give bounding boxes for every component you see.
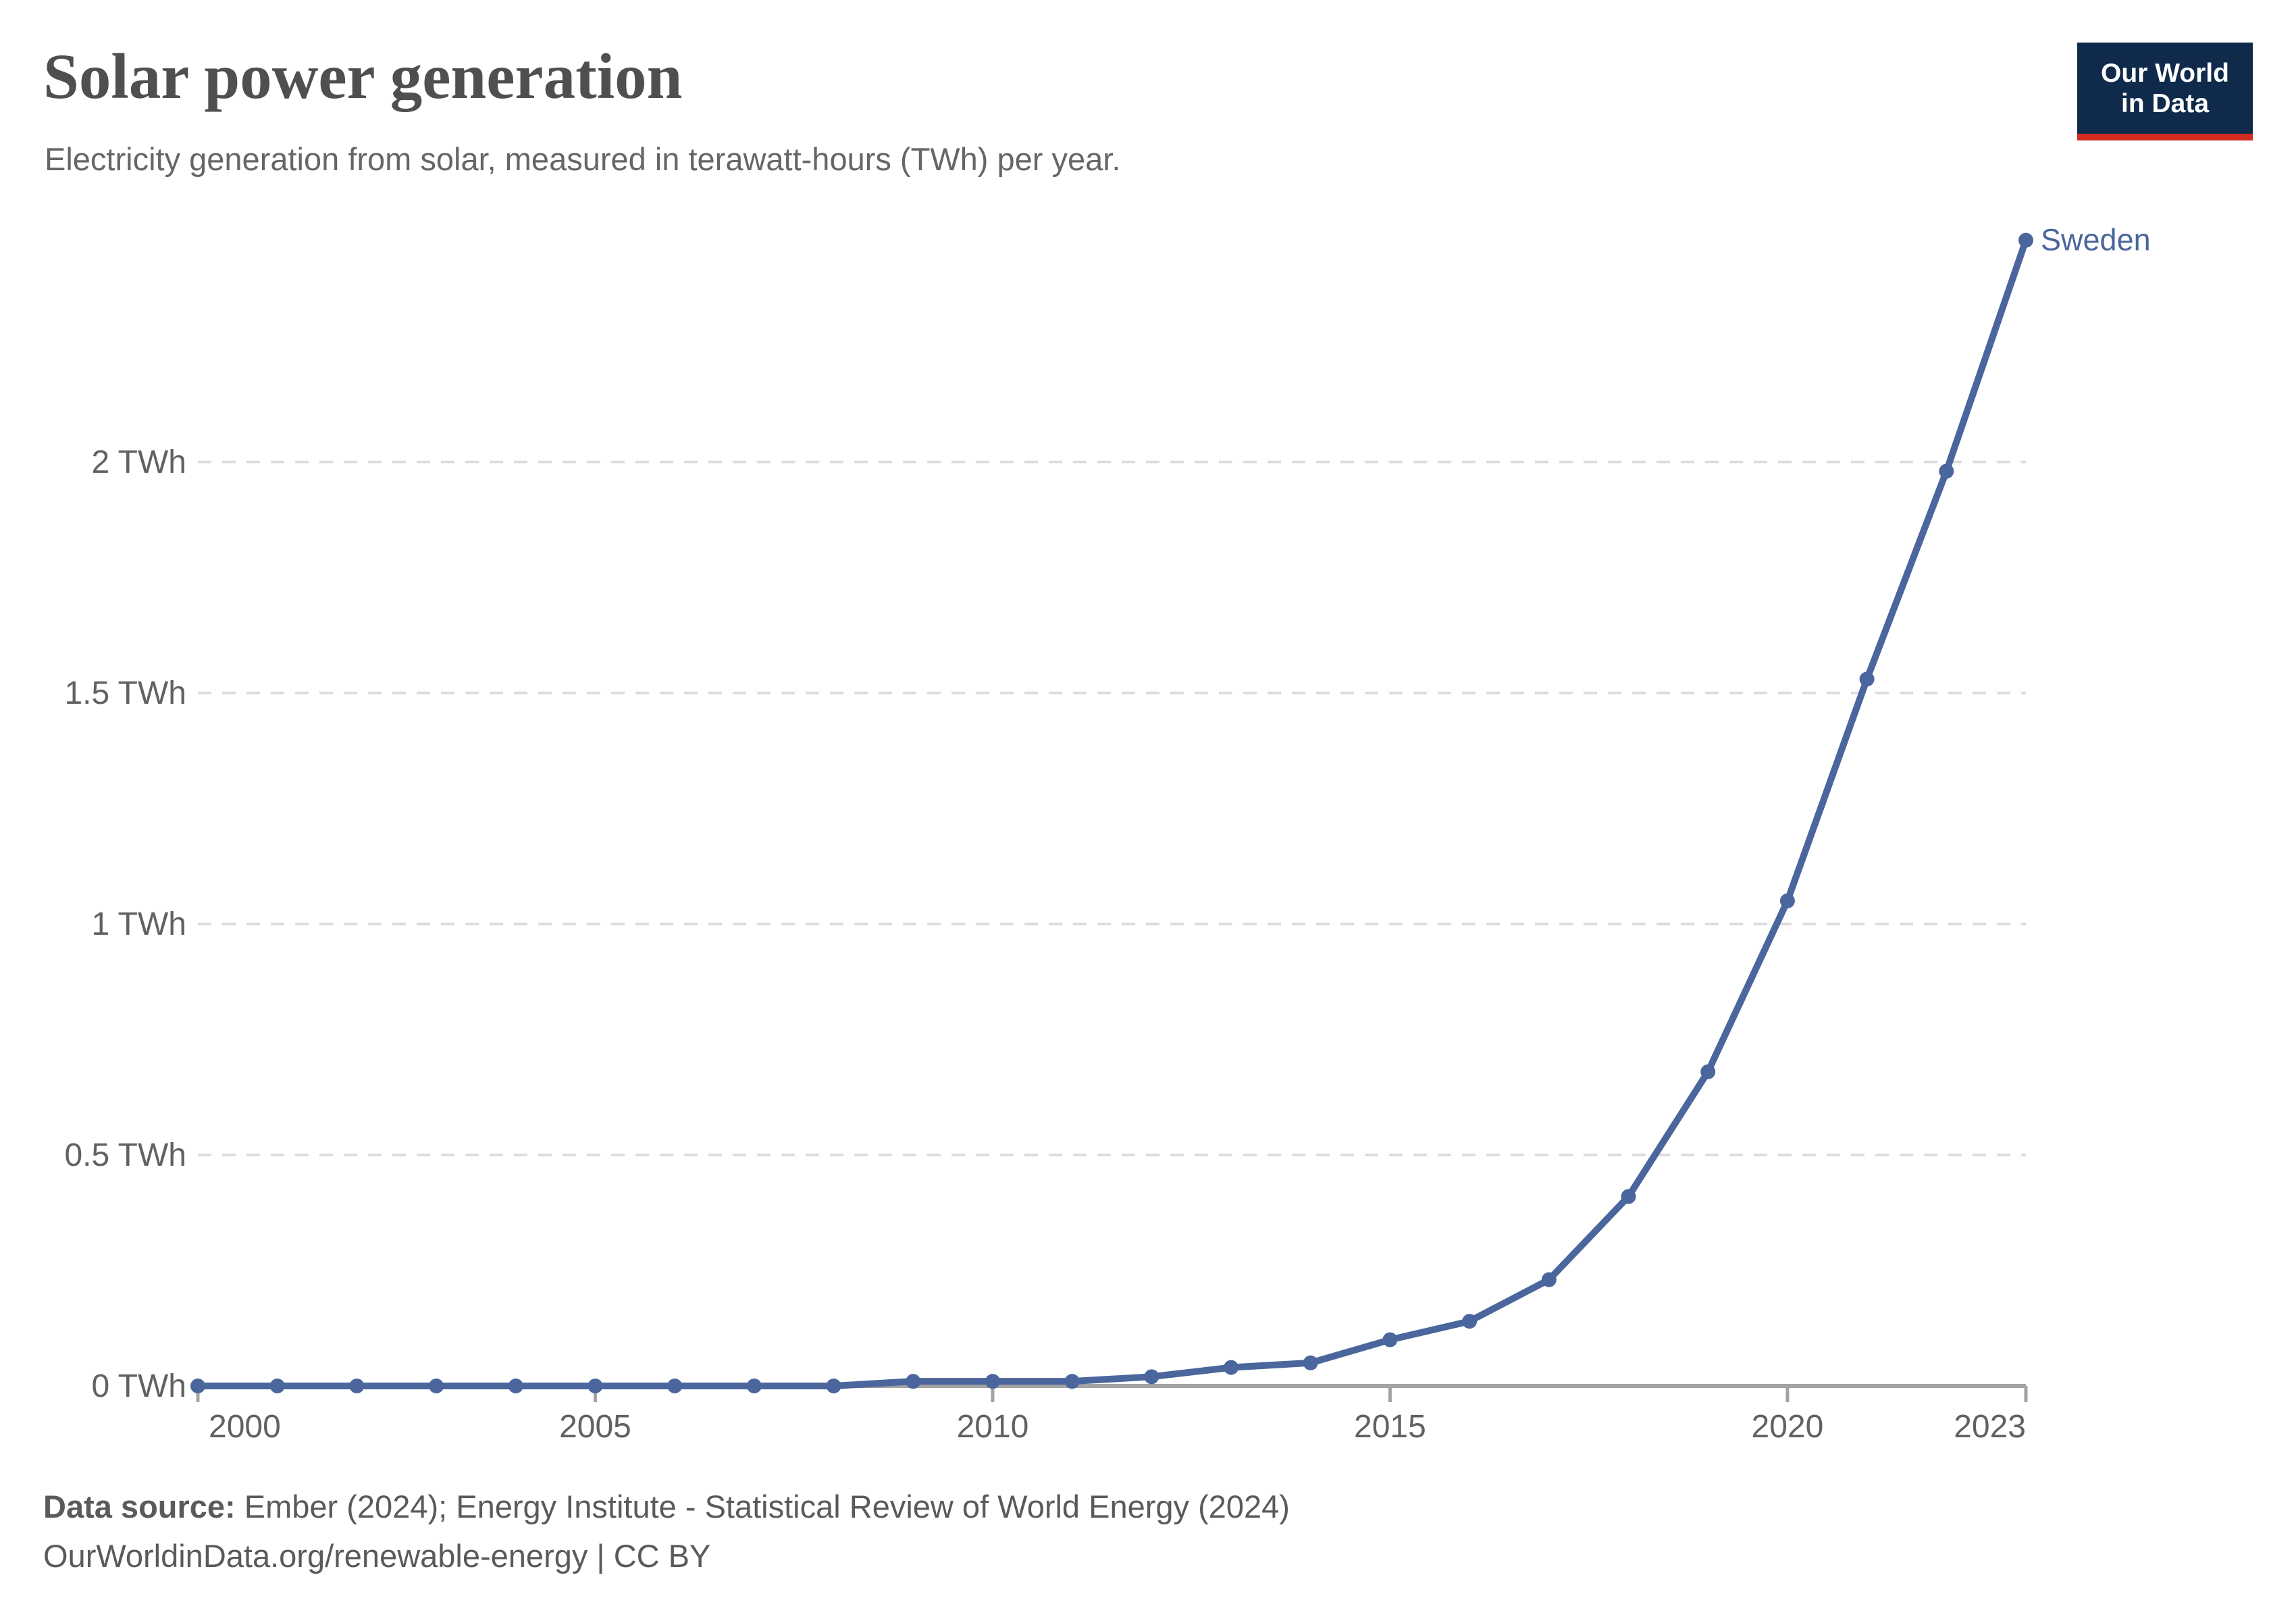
data-point-2014[interactable] [1303, 1355, 1318, 1370]
x-axis-label-2015: 2015 [1354, 1409, 1426, 1445]
x-axis-label-2010: 2010 [957, 1409, 1029, 1445]
x-axis-label-2023: 2023 [1954, 1409, 2026, 1445]
y-axis-label-1-twh: 1 TWh [92, 906, 186, 942]
owid-url-link[interactable]: OurWorldinData.org/renewable-energy [43, 1538, 588, 1574]
data-source-label: Data source: [43, 1489, 236, 1524]
license-badge: | CC BY [588, 1538, 711, 1574]
data-point-2001[interactable] [269, 1379, 285, 1393]
data-point-2013[interactable] [1224, 1360, 1239, 1375]
data-source-line: Data source: Ember (2024); Energy Instit… [43, 1488, 1290, 1525]
data-point-2020[interactable] [1779, 893, 1795, 908]
data-point-2005[interactable] [588, 1379, 603, 1393]
y-axis-label-1.5-twh: 1.5 TWh [64, 675, 186, 711]
data-point-2008[interactable] [826, 1379, 841, 1393]
y-axis-label-2-twh: 2 TWh [92, 444, 186, 480]
data-point-2016[interactable] [1462, 1314, 1478, 1329]
data-point-2000[interactable] [190, 1379, 205, 1393]
data-point-2015[interactable] [1382, 1332, 1398, 1347]
page-title: Solar power generation [43, 41, 683, 112]
owid-logo[interactable]: Our World in Data [2077, 43, 2253, 140]
data-source-text: Ember (2024); Energy Institute - Statist… [235, 1489, 1290, 1524]
logo-text-line2: in Data [2120, 88, 2210, 118]
data-point-2018[interactable] [1621, 1189, 1636, 1204]
x-axis-label-2000: 2000 [209, 1409, 281, 1445]
data-point-2012[interactable] [1144, 1369, 1159, 1385]
x-axis-label-2020: 2020 [1752, 1409, 1824, 1445]
logo-red-bar [2077, 134, 2253, 140]
data-point-2009[interactable] [906, 1374, 921, 1389]
license-line: OurWorldinData.org/renewable-energy | CC… [43, 1537, 710, 1574]
data-point-2021[interactable] [1859, 671, 1875, 687]
data-point-2007[interactable] [746, 1379, 762, 1393]
chart-subtitle: Electricity generation from solar, measu… [45, 141, 1121, 177]
data-point-2010[interactable] [985, 1374, 1000, 1389]
data-point-2019[interactable] [1700, 1064, 1716, 1079]
series-line-sweden [194, 236, 2029, 1389]
y-axis-label-0-twh: 0 TWh [92, 1368, 186, 1404]
data-point-2003[interactable] [429, 1379, 444, 1393]
data-point-2022[interactable] [1939, 463, 1954, 479]
x-axis-label-2005: 2005 [559, 1409, 631, 1445]
data-point-2006[interactable] [667, 1379, 683, 1393]
data-point-2017[interactable] [1541, 1272, 1557, 1287]
logo-text-line1: Our World [2101, 58, 2229, 88]
data-point-2004[interactable] [508, 1379, 523, 1393]
data-point-2023[interactable] [2018, 232, 2033, 248]
y-axis-label-0.5-twh: 0.5 TWh [64, 1137, 186, 1173]
data-point-2011[interactable] [1064, 1374, 1080, 1389]
series-entity-label[interactable]: Sweden [2041, 223, 2151, 257]
data-point-2002[interactable] [349, 1379, 365, 1393]
